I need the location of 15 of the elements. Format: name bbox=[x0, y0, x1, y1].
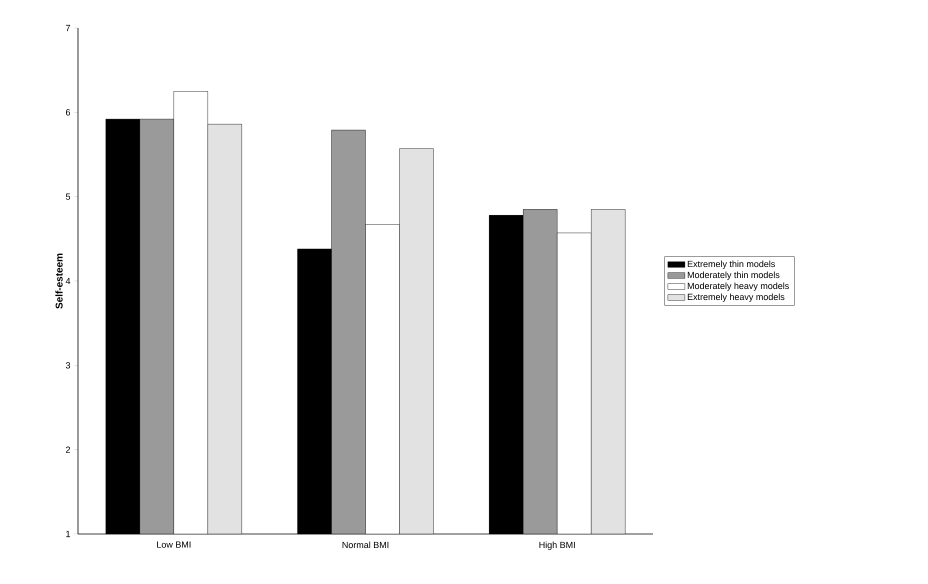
y-tick-label: 2 bbox=[66, 446, 70, 453]
y-tick-label: 4 bbox=[66, 278, 70, 284]
y-tick-label: 6 bbox=[66, 109, 70, 116]
y-tick-label: 7 bbox=[66, 24, 70, 32]
legend-label: Extremely thin models bbox=[688, 260, 775, 269]
y-tick-label: 5 bbox=[66, 194, 70, 200]
y-axis-title: Self-esteem bbox=[55, 254, 63, 309]
y-tick-label: 1 bbox=[66, 530, 70, 538]
y-tick-label: 3 bbox=[66, 362, 70, 369]
x-tick-label: High BMI bbox=[539, 542, 575, 550]
x-tick-label: Normal BMI bbox=[342, 542, 388, 548]
legend-label: Extremely heavy models bbox=[688, 293, 784, 302]
legend-label: Moderately thin models bbox=[688, 272, 780, 280]
legend-label: Moderately heavy models bbox=[688, 282, 789, 291]
x-tick-label: Low BMI bbox=[157, 542, 190, 548]
